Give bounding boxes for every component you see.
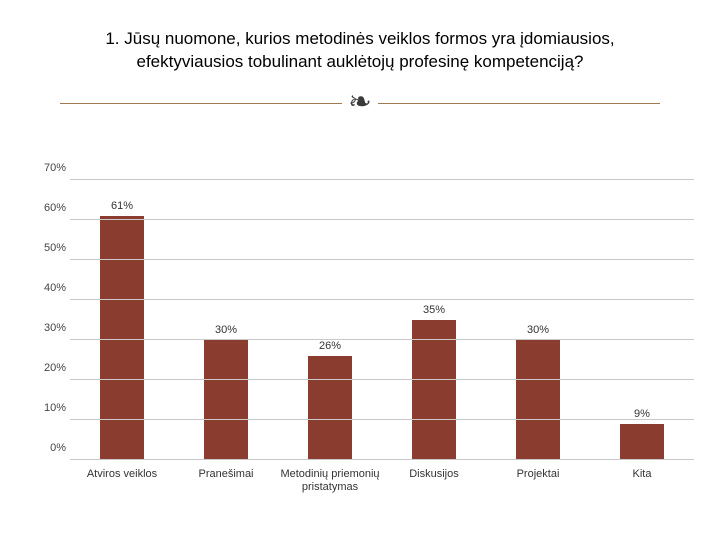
bar (100, 216, 144, 460)
bar-value-label: 26% (319, 340, 341, 352)
x-category-label: Kita (590, 462, 694, 510)
bar-value-label: 35% (423, 304, 445, 316)
bar-column: 30% (486, 180, 590, 460)
y-tick-label: 0% (34, 442, 66, 454)
grid-line (70, 179, 694, 180)
y-tick-label: 40% (34, 282, 66, 294)
bar (412, 320, 456, 460)
bar (516, 340, 560, 460)
bar (204, 340, 248, 460)
bar (308, 356, 352, 460)
y-tick-label: 30% (34, 322, 66, 334)
bars-container: 61% 30% 26% 35% 30% 9% (70, 180, 694, 460)
x-category-label: Metodinių priemonių pristatymas (278, 462, 382, 510)
flourish-icon: ❧ (348, 88, 371, 116)
x-category-label: Diskusijos (382, 462, 486, 510)
y-tick-label: 70% (34, 162, 66, 174)
bar-column: 30% (174, 180, 278, 460)
hr-right (378, 103, 660, 104)
x-category-label: Atviros veiklos (70, 462, 174, 510)
y-tick-label: 50% (34, 242, 66, 254)
y-tick-label: 20% (34, 362, 66, 374)
ornament-divider: ❧ (0, 84, 720, 118)
title-area: 1. Jūsų nuomone, kurios metodinės veiklo… (0, 0, 720, 84)
hr-left (60, 103, 342, 104)
grid-line (70, 419, 694, 420)
y-tick-label: 60% (34, 202, 66, 214)
x-category-label: Projektai (486, 462, 590, 510)
bar (620, 424, 664, 460)
grid-line (70, 379, 694, 380)
bar-column: 26% (278, 180, 382, 460)
bar-value-label: 30% (527, 324, 549, 336)
y-tick-label: 10% (34, 402, 66, 414)
grid-line (70, 219, 694, 220)
grid-line (70, 259, 694, 260)
grid-line (70, 459, 694, 460)
page-title: 1. Jūsų nuomone, kurios metodinės veiklo… (90, 28, 630, 74)
bar-column: 35% (382, 180, 486, 460)
bar-chart: 61%30%26%35%30%9% 0%10%20%30%40%50%60%70… (34, 180, 694, 510)
x-axis: Atviros veiklosPranešimaiMetodinių priem… (70, 462, 694, 510)
x-category-label: Pranešimai (174, 462, 278, 510)
bar-value-label: 61% (111, 200, 133, 212)
grid-line (70, 299, 694, 300)
bar-column: 61% (70, 180, 174, 460)
bar-value-label: 30% (215, 324, 237, 336)
plot-area: 61%30%26%35%30%9% 0%10%20%30%40%50%60%70… (70, 180, 694, 460)
grid-line (70, 339, 694, 340)
bar-column: 9% (590, 180, 694, 460)
